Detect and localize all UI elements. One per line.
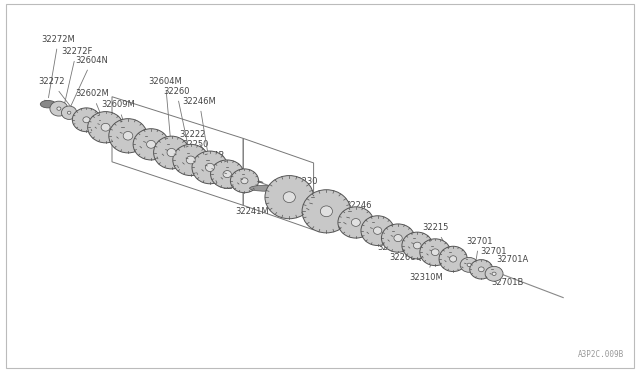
Ellipse shape: [88, 112, 124, 143]
Text: 32268Q: 32268Q: [389, 247, 422, 262]
Text: 32602M: 32602M: [76, 89, 109, 124]
Polygon shape: [192, 167, 232, 169]
Ellipse shape: [250, 185, 282, 191]
Text: 32701A: 32701A: [490, 255, 528, 267]
Ellipse shape: [413, 242, 421, 249]
Polygon shape: [439, 259, 472, 260]
Ellipse shape: [50, 101, 68, 116]
Text: 32215: 32215: [422, 223, 452, 256]
Ellipse shape: [61, 106, 77, 119]
Polygon shape: [230, 181, 263, 182]
Polygon shape: [173, 160, 213, 161]
Ellipse shape: [101, 124, 110, 131]
Polygon shape: [88, 127, 128, 129]
Ellipse shape: [381, 224, 415, 252]
Polygon shape: [72, 120, 105, 121]
Ellipse shape: [205, 163, 214, 171]
Text: 32241M: 32241M: [236, 199, 273, 216]
Ellipse shape: [109, 119, 147, 153]
Ellipse shape: [485, 266, 503, 281]
Ellipse shape: [450, 256, 457, 262]
Ellipse shape: [123, 132, 133, 140]
Text: 32604R: 32604R: [192, 151, 236, 173]
Polygon shape: [361, 231, 399, 232]
Text: A3P2C.009B: A3P2C.009B: [578, 350, 624, 359]
Ellipse shape: [431, 249, 439, 256]
Ellipse shape: [40, 100, 56, 108]
Ellipse shape: [72, 108, 100, 132]
Ellipse shape: [67, 111, 71, 114]
Text: 32604N: 32604N: [70, 56, 108, 107]
Ellipse shape: [394, 235, 403, 242]
Text: 32260: 32260: [163, 87, 190, 156]
Polygon shape: [109, 136, 152, 137]
Text: 32268P: 32268P: [378, 237, 410, 252]
Text: 32246: 32246: [346, 201, 372, 219]
Ellipse shape: [186, 156, 195, 164]
Ellipse shape: [373, 227, 381, 234]
Ellipse shape: [241, 178, 248, 184]
Text: 32609M: 32609M: [101, 100, 135, 132]
Polygon shape: [470, 269, 496, 270]
Text: 32604: 32604: [334, 223, 360, 232]
Polygon shape: [154, 153, 194, 154]
Ellipse shape: [133, 129, 169, 160]
Text: 32701: 32701: [476, 247, 506, 263]
Text: 32310M: 32310M: [410, 254, 444, 282]
Text: 32272: 32272: [38, 77, 75, 112]
Ellipse shape: [492, 272, 496, 275]
Polygon shape: [381, 238, 419, 240]
Text: 32701: 32701: [466, 237, 492, 261]
Ellipse shape: [338, 207, 374, 238]
Text: 32140C: 32140C: [223, 182, 263, 191]
Text: 32701B: 32701B: [486, 273, 524, 287]
Ellipse shape: [147, 141, 156, 148]
Ellipse shape: [265, 176, 314, 219]
Ellipse shape: [223, 170, 232, 178]
Ellipse shape: [420, 239, 451, 266]
Text: 32250: 32250: [182, 140, 216, 164]
Ellipse shape: [302, 190, 351, 233]
Text: 32602: 32602: [275, 196, 301, 205]
Ellipse shape: [284, 192, 296, 202]
Ellipse shape: [321, 206, 333, 217]
Polygon shape: [420, 252, 455, 254]
Text: 32604M: 32604M: [148, 77, 182, 148]
Polygon shape: [402, 246, 437, 247]
Ellipse shape: [167, 148, 176, 157]
Ellipse shape: [154, 136, 189, 169]
Polygon shape: [302, 211, 358, 214]
Text: 32605A: 32605A: [111, 138, 143, 147]
Ellipse shape: [470, 260, 493, 279]
Polygon shape: [133, 144, 173, 146]
Ellipse shape: [173, 144, 209, 176]
Ellipse shape: [467, 263, 471, 266]
Ellipse shape: [83, 117, 90, 123]
Text: 32272F: 32272F: [61, 47, 92, 103]
Ellipse shape: [460, 257, 478, 272]
Ellipse shape: [57, 107, 61, 110]
Ellipse shape: [211, 160, 244, 188]
Ellipse shape: [361, 216, 394, 246]
Polygon shape: [265, 197, 321, 199]
Ellipse shape: [479, 267, 484, 272]
Ellipse shape: [230, 169, 259, 193]
Text: 32230: 32230: [291, 177, 324, 208]
Ellipse shape: [351, 219, 360, 226]
Text: 32609: 32609: [211, 162, 250, 180]
Text: 32246M: 32246M: [182, 97, 216, 163]
Text: 32222: 32222: [179, 130, 209, 157]
Ellipse shape: [402, 232, 433, 259]
Ellipse shape: [192, 151, 228, 184]
Polygon shape: [338, 222, 378, 224]
Polygon shape: [211, 174, 248, 176]
Text: 32272M: 32272M: [42, 35, 76, 98]
Ellipse shape: [439, 246, 467, 272]
